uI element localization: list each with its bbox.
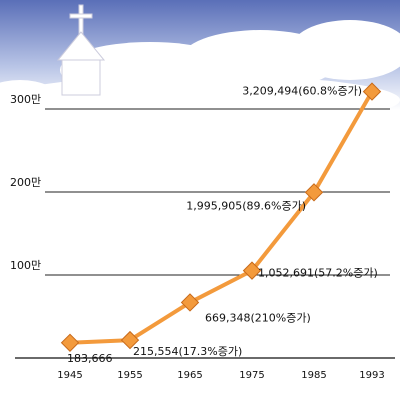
x-tick-label: 1975 — [239, 370, 264, 381]
point — [60, 333, 80, 352]
point — [242, 261, 262, 280]
x-tick-label: 1955 — [117, 370, 142, 381]
y-tick-label: 100만 — [10, 259, 41, 272]
x-tick-label: 1965 — [177, 370, 202, 381]
value-label: 3,209,494(60.8%증가) — [242, 85, 362, 98]
steeple — [56, 4, 106, 96]
point — [120, 330, 140, 350]
value-label: 669,348(210%증가) — [205, 311, 311, 324]
x-tick-label: 1945 — [57, 370, 82, 381]
y-tick-label: 300만 — [10, 93, 41, 106]
point — [180, 293, 200, 312]
clouds — [0, 20, 400, 125]
x-tick-label: 1985 — [301, 370, 326, 381]
value-label: 183,666 — [67, 352, 113, 365]
line — [69, 90, 374, 345]
value-label: 215,554(17.3%증가) — [133, 345, 242, 358]
value-label: 1,052,691(57.2%증가) — [258, 267, 378, 280]
point — [304, 183, 324, 202]
value-label: 1,995,905(89.6%증가) — [186, 199, 306, 212]
x-tick-label: 1993 — [359, 370, 384, 381]
y-tick-label: 200만 — [10, 176, 41, 189]
point — [362, 82, 382, 101]
